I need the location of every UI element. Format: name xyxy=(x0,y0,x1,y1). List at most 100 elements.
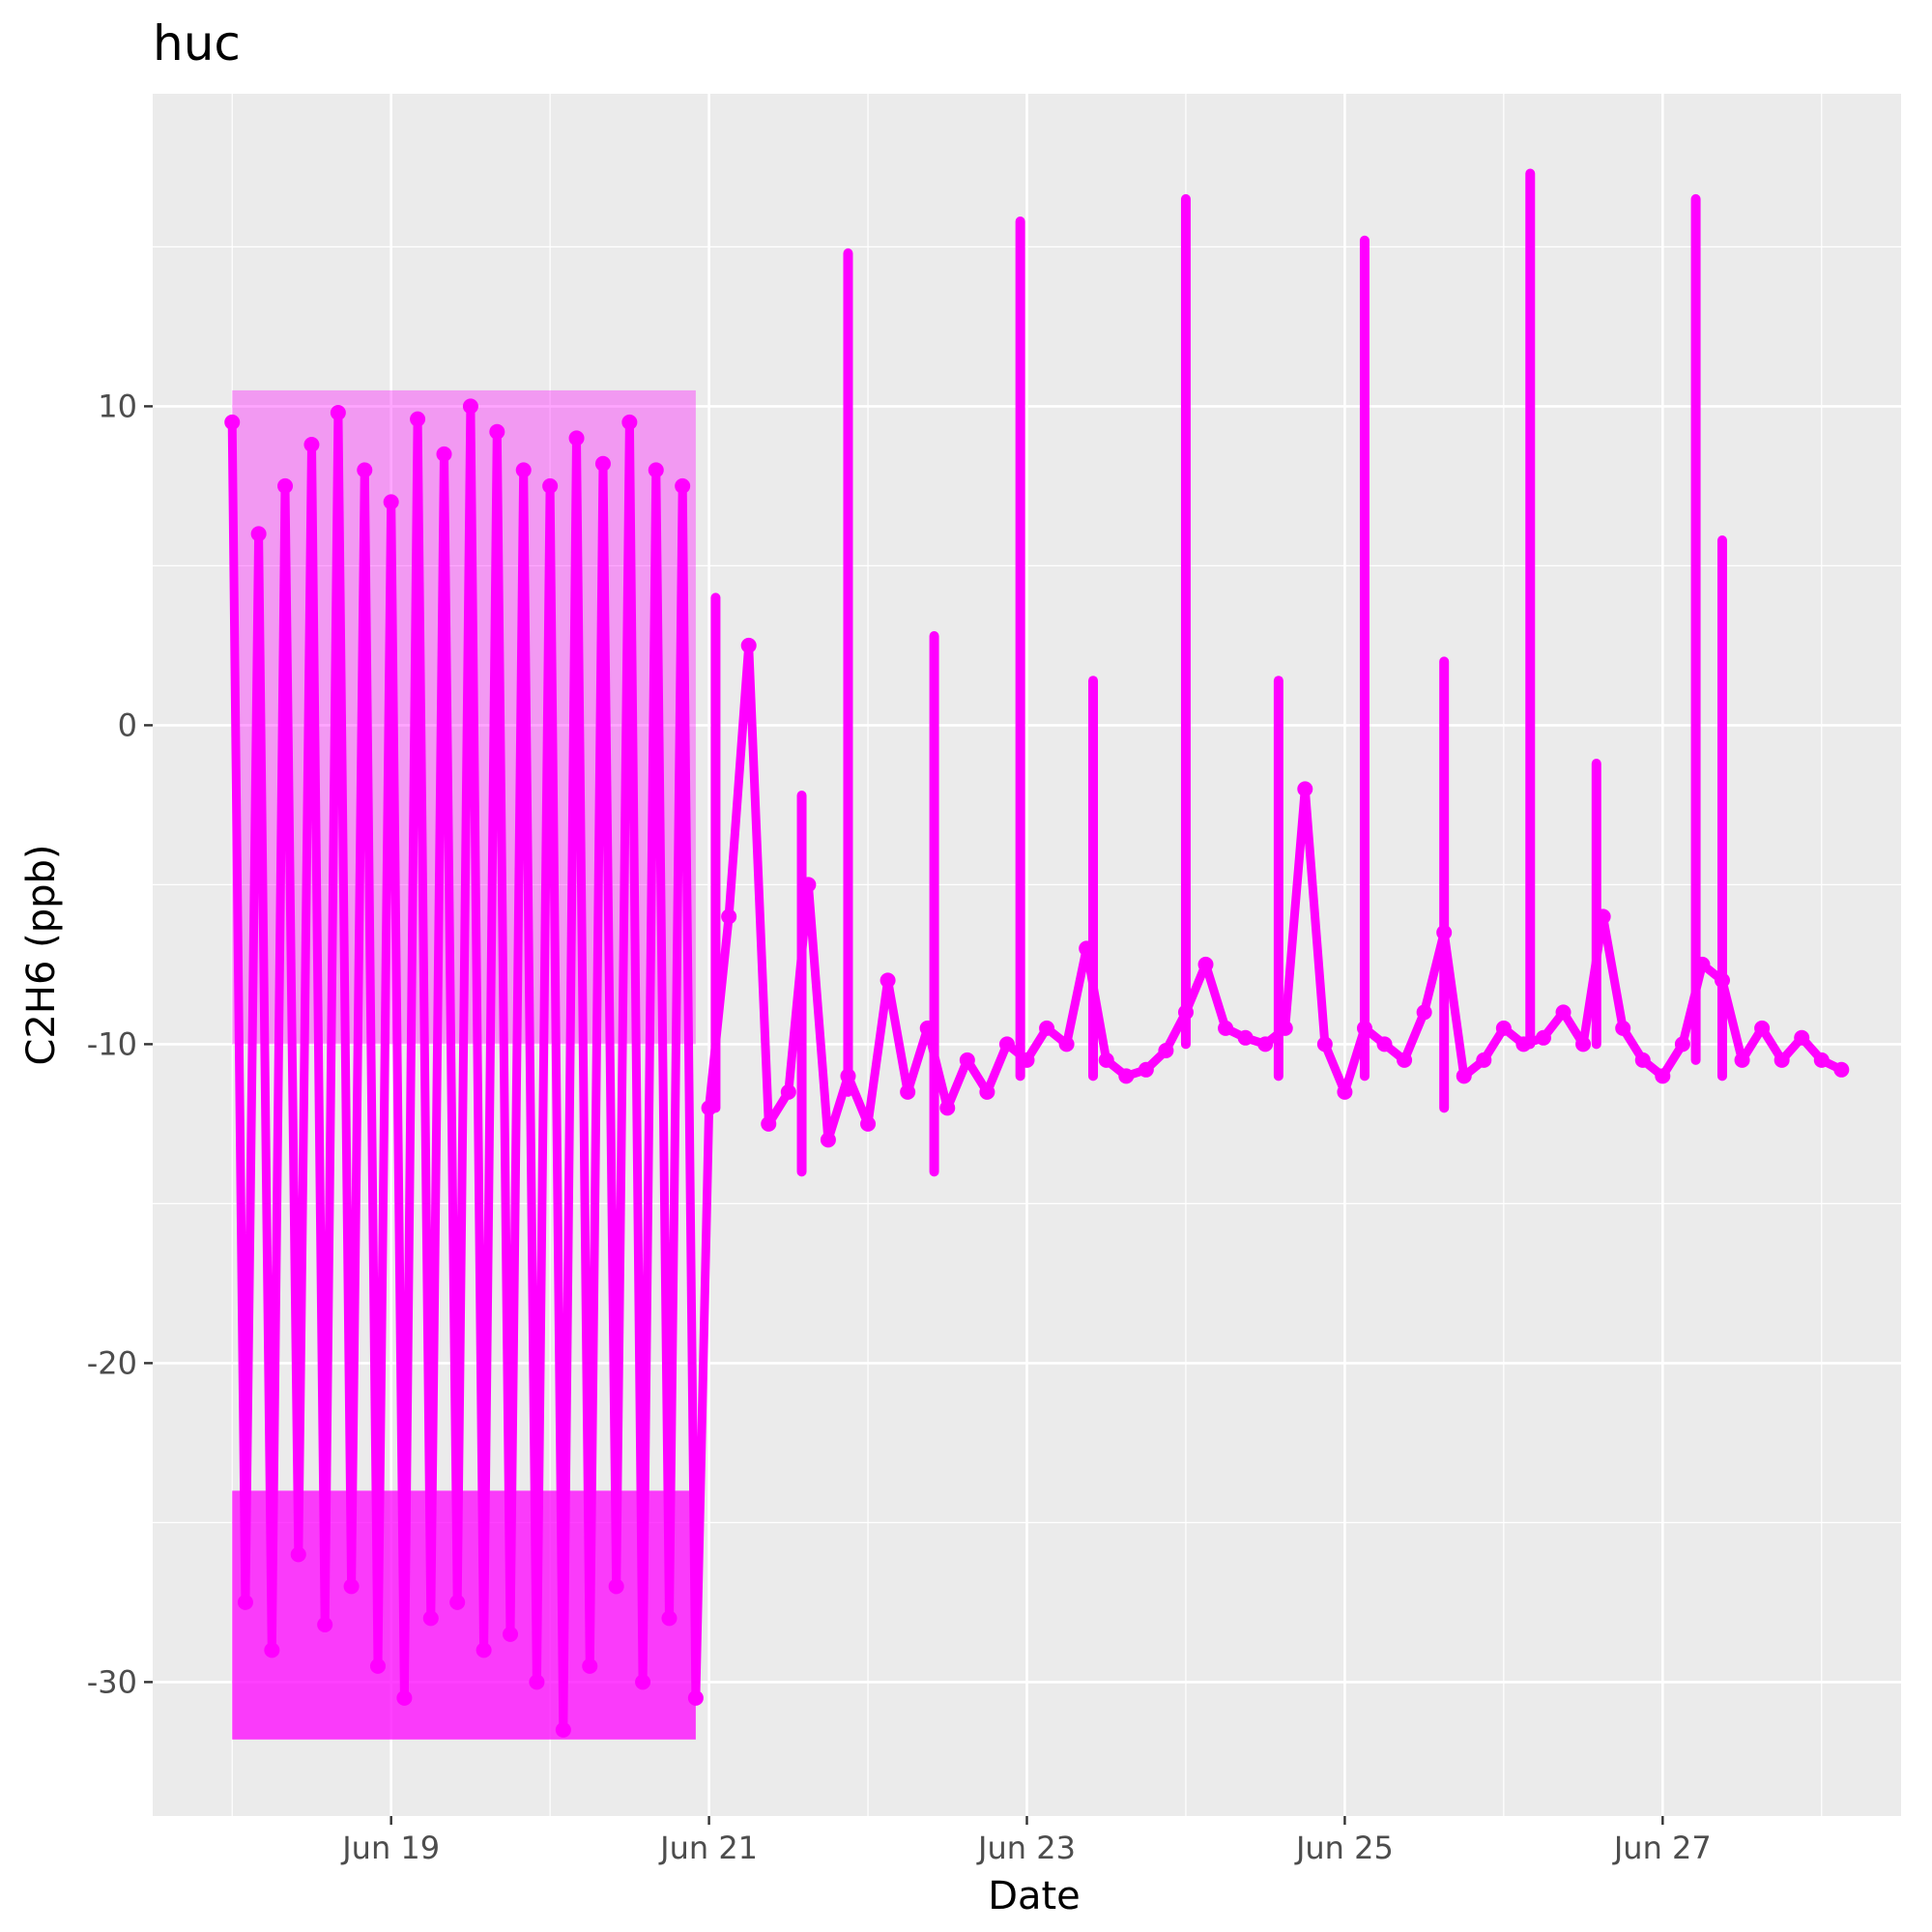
data-point xyxy=(343,1578,360,1595)
data-point xyxy=(648,462,664,478)
data-point xyxy=(317,1617,333,1632)
data-point xyxy=(1694,956,1711,972)
data-point xyxy=(820,1132,836,1148)
data-point xyxy=(1575,1036,1592,1053)
data-point xyxy=(1595,908,1611,925)
x-tick-label: Jun 19 xyxy=(340,1830,440,1866)
data-point xyxy=(1277,1020,1293,1036)
data-point xyxy=(303,437,320,452)
data-point xyxy=(555,1721,571,1738)
y-axis-title: C2H6 (ppb) xyxy=(19,844,64,1065)
x-tick-label: Jun 25 xyxy=(1294,1830,1394,1866)
data-point xyxy=(879,972,896,989)
data-point xyxy=(939,1100,956,1116)
data-point xyxy=(1376,1036,1393,1053)
data-point xyxy=(369,1658,386,1674)
x-tick-label: Jun 27 xyxy=(1612,1830,1712,1866)
data-point xyxy=(1197,956,1214,972)
data-point xyxy=(1436,924,1453,940)
y-tick-label: -30 xyxy=(87,1663,137,1700)
data-point xyxy=(761,1115,777,1132)
data-point xyxy=(1019,1052,1035,1068)
chart-title: huc xyxy=(153,15,241,72)
data-point xyxy=(529,1674,545,1690)
data-point xyxy=(1634,1052,1651,1068)
data-point xyxy=(840,1068,856,1084)
data-point xyxy=(780,1083,796,1100)
data-point xyxy=(1218,1020,1234,1036)
data-point xyxy=(250,526,267,542)
y-tick-label: -10 xyxy=(87,1025,137,1062)
data-point xyxy=(1257,1036,1274,1053)
data-point xyxy=(1337,1083,1353,1100)
data-point xyxy=(568,430,585,447)
y-tick-label: -20 xyxy=(87,1344,137,1381)
y-tick-label: 10 xyxy=(98,388,137,424)
data-point xyxy=(1138,1061,1154,1078)
data-point xyxy=(701,1100,717,1116)
data-point xyxy=(675,477,691,494)
data-point xyxy=(594,455,611,472)
data-point xyxy=(1794,1029,1810,1046)
data-point xyxy=(515,462,532,478)
data-point xyxy=(740,637,757,653)
data-point xyxy=(449,1594,466,1610)
data-point xyxy=(1495,1020,1512,1036)
data-point xyxy=(979,1083,995,1100)
data-point xyxy=(1476,1052,1492,1068)
data-point xyxy=(1177,1004,1194,1021)
data-point xyxy=(1237,1029,1254,1046)
data-point xyxy=(998,1036,1015,1053)
x-tick-label: Jun 21 xyxy=(658,1830,758,1866)
data-point xyxy=(621,414,638,430)
data-point xyxy=(264,1642,280,1658)
data-point xyxy=(635,1674,651,1690)
x-tick-label: Jun 23 xyxy=(976,1830,1076,1866)
data-point xyxy=(410,411,426,427)
spikes xyxy=(710,168,1727,1177)
data-point xyxy=(1058,1036,1075,1053)
data-point xyxy=(1158,1043,1174,1058)
data-point xyxy=(1098,1052,1114,1068)
y-axis: 10 0 -10 -20 -30 xyxy=(87,388,153,1700)
data-point xyxy=(1297,781,1313,797)
data-point xyxy=(1655,1068,1671,1084)
data-point xyxy=(1079,940,1095,957)
data-point xyxy=(396,1689,413,1706)
data-point xyxy=(1754,1020,1771,1036)
data-point xyxy=(436,446,452,462)
data-point xyxy=(959,1052,975,1068)
data-point xyxy=(462,398,478,415)
data-point xyxy=(860,1115,877,1132)
x-axis: Jun 19 Jun 21 Jun 23 Jun 25 Jun 27 xyxy=(340,1816,1712,1866)
data-point xyxy=(476,1642,492,1658)
data-point xyxy=(290,1546,306,1563)
data-point xyxy=(277,477,294,494)
data-point xyxy=(1813,1052,1830,1068)
data-point xyxy=(1416,1004,1432,1021)
data-point xyxy=(503,1626,519,1642)
data-points xyxy=(224,398,1850,1738)
y-tick-label: 0 xyxy=(118,706,137,743)
data-point xyxy=(1773,1052,1790,1068)
data-point xyxy=(1316,1036,1333,1053)
x-axis-title: Date xyxy=(988,1874,1081,1918)
data-point xyxy=(1734,1052,1750,1068)
data-point xyxy=(357,462,373,478)
data-point xyxy=(1118,1068,1135,1084)
data-point xyxy=(383,494,399,510)
data-point xyxy=(721,908,737,925)
data-point xyxy=(1456,1068,1472,1084)
data-point xyxy=(330,405,346,420)
data-point xyxy=(1039,1020,1055,1036)
series-trace xyxy=(227,401,1844,1735)
data-point xyxy=(1356,1020,1372,1036)
data-point xyxy=(582,1658,598,1674)
data-point xyxy=(1833,1061,1850,1078)
data-point xyxy=(237,1594,253,1610)
data-point xyxy=(489,423,505,440)
data-point xyxy=(661,1610,678,1627)
data-point xyxy=(1615,1020,1631,1036)
data-point xyxy=(1714,972,1730,989)
data-point xyxy=(900,1083,916,1100)
